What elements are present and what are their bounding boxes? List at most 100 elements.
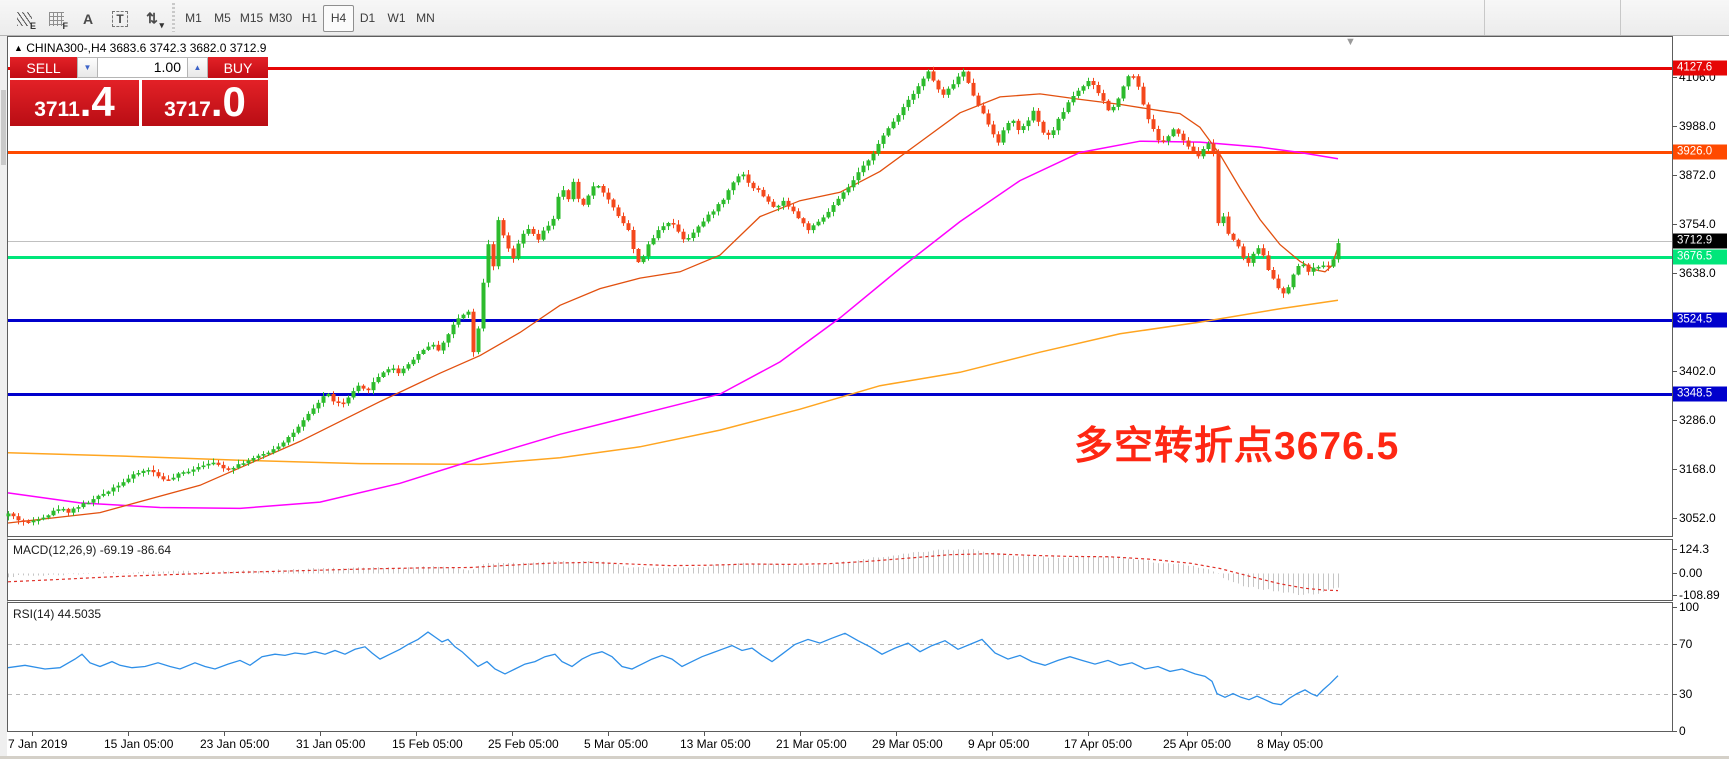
axis-tick-mark — [1672, 371, 1677, 372]
price-badge-3348.5: 3348.5 — [1673, 386, 1727, 402]
date-label[interactable]: 25 Feb 05:00 — [488, 737, 559, 751]
rsi-line — [7, 631, 1339, 706]
ma-fast-line — [7, 93, 1339, 524]
chart-symbol-header[interactable]: ▲ CHINA300-,H4 3683.6 3742.3 3682.0 3712… — [14, 41, 266, 55]
date-tick-mark — [1187, 732, 1188, 736]
date-tick-mark — [224, 732, 225, 736]
price-badge-3712.9: 3712.9 — [1673, 233, 1727, 249]
date-tick-mark — [32, 732, 33, 736]
sell-button[interactable]: SELL — [10, 57, 77, 78]
symbol-title: CHINA300-,H4 — [26, 41, 107, 55]
axis-tick-mark — [1672, 420, 1677, 421]
sell-price-display[interactable]: 3711 .4 — [10, 80, 139, 126]
date-label[interactable]: 13 Mar 05:00 — [680, 737, 751, 751]
date-label[interactable]: 23 Jan 05:00 — [200, 737, 270, 751]
collapse-triangle-icon[interactable]: ▲ — [14, 43, 23, 53]
date-label[interactable]: 15 Feb 05:00 — [392, 737, 463, 751]
text-label-icon[interactable]: A — [82, 10, 94, 27]
fibonacci-f-icon-sub: F — [62, 21, 69, 31]
axis-tick-label: 0.00 — [1679, 566, 1703, 580]
buy-price-frac: .0 — [210, 78, 246, 125]
symbol-ohlc-values: 3683.6 3742.3 3682.0 3712.9 — [109, 41, 267, 55]
price-badge-4127.6: 4127.6 — [1673, 60, 1727, 76]
axis-tick-mark — [1672, 694, 1677, 695]
arrange-arrows-icon[interactable]: ⇅ ▾ — [146, 10, 164, 30]
axis-tick-label: 124.3 — [1679, 542, 1710, 556]
axis-tick-mark — [1672, 224, 1677, 225]
timeframe-button-m5[interactable]: M5 — [214, 11, 231, 25]
toolbar-divider — [1620, 0, 1621, 35]
date-label[interactable]: 9 Apr 05:00 — [968, 737, 1030, 751]
fibonacci-f-icon[interactable]: F — [42, 5, 70, 32]
date-label[interactable]: 8 May 05:00 — [1257, 737, 1324, 751]
left-scrollbar-thumb[interactable] — [1, 90, 6, 165]
date-label[interactable]: 17 Apr 05:00 — [1064, 737, 1133, 751]
axis-tick-mark — [1672, 731, 1677, 732]
price-badge-3524.5: 3524.5 — [1673, 312, 1727, 328]
buy-price-display[interactable]: 3717 .0 — [142, 80, 268, 126]
axis-tick-label: 100 — [1679, 600, 1700, 614]
timeframe-button-h1[interactable]: H1 — [301, 11, 318, 25]
text-box-icon[interactable]: T — [106, 5, 134, 32]
macd-label: MACD(12,26,9) -69.19 -86.64 — [13, 543, 172, 557]
axis-tick-label: 3402.0 — [1679, 364, 1716, 378]
price-badge-3676.5: 3676.5 — [1673, 249, 1727, 265]
axis-tick-label: 3052.0 — [1679, 511, 1716, 525]
rsi-label: RSI(14) 44.5035 — [13, 607, 102, 621]
axis-tick-label: 70 — [1679, 637, 1693, 651]
timeframe-button-h4[interactable]: H4 — [323, 5, 354, 32]
date-label[interactable]: 29 Mar 05:00 — [872, 737, 943, 751]
timeframe-button-m15[interactable]: M15 — [239, 11, 264, 25]
date-tick-mark — [320, 732, 321, 736]
buy-button[interactable]: BUY — [208, 57, 268, 78]
sell-price-frac: .4 — [79, 78, 115, 125]
volume-increase-button[interactable]: ▲ — [187, 57, 208, 78]
rsi-plot — [7, 631, 1672, 706]
axis-tick-label: 3872.0 — [1679, 168, 1716, 182]
date-tick-mark — [704, 732, 705, 736]
axis-tick-label: 3168.0 — [1679, 462, 1716, 476]
macd-signal-line — [7, 553, 1339, 592]
axis-tick-label: 3754.0 — [1679, 217, 1716, 231]
date-tick-mark — [416, 732, 417, 736]
axis-tick-label: 3286.0 — [1679, 413, 1716, 427]
macd-plot — [7, 549, 1339, 595]
axis-tick-mark — [1672, 273, 1677, 274]
volume-decrease-button[interactable]: ▼ — [77, 57, 98, 78]
timeframe-button-mn[interactable]: MN — [416, 11, 435, 25]
date-label[interactable]: 7 Jan 2019 — [8, 737, 68, 751]
axis-tick-mark — [1672, 595, 1677, 596]
rsi-panel[interactable] — [7, 602, 1673, 732]
date-label[interactable]: 15 Jan 05:00 — [104, 737, 174, 751]
macd-panel[interactable] — [7, 539, 1673, 601]
date-label[interactable]: 5 Mar 05:00 — [584, 737, 649, 751]
timeframe-button-m30[interactable]: M30 — [268, 11, 293, 25]
axis-tick-mark — [1672, 175, 1677, 176]
volume-input[interactable]: 1.00 — [98, 57, 187, 78]
axis-tick-label: 30 — [1679, 687, 1693, 701]
chart-shift-marker-icon[interactable]: ▼ — [1345, 36, 1356, 48]
pivot-point-annotation: 多空转折点3676.5 — [1074, 425, 1400, 468]
date-label[interactable]: 21 Mar 05:00 — [776, 737, 847, 751]
main-chart-panel[interactable] — [7, 36, 1673, 537]
axis-tick-mark — [1672, 607, 1677, 608]
axis-tick-mark — [1672, 126, 1677, 127]
one-click-trading-panel: SELL ▼ 1.00 ▲ BUY 3711 .4 3717 .0 — [10, 57, 268, 126]
timeframe-button-w1[interactable]: W1 — [387, 11, 406, 25]
top-toolbar: E F A T ⇅ ▾ M1 M5 M15 M30 H1 H4 D1 W1 MN — [0, 0, 1729, 36]
axis-tick-label: -108.89 — [1679, 588, 1720, 602]
date-tick-mark — [992, 732, 993, 736]
date-label[interactable]: 25 Apr 05:00 — [1163, 737, 1232, 751]
axis-tick-mark — [1672, 573, 1677, 574]
axis-tick-mark — [1672, 518, 1677, 519]
draw-lines-e-icon[interactable]: E — [10, 5, 38, 32]
date-tick-mark — [1281, 732, 1282, 736]
draw-lines-e-icon-sub: E — [29, 21, 36, 31]
timeframe-button-m1[interactable]: M1 — [185, 11, 202, 25]
timeframe-button-d1[interactable]: D1 — [359, 11, 376, 25]
date-label[interactable]: 31 Jan 05:00 — [296, 737, 366, 751]
axis-tick-mark — [1672, 77, 1677, 78]
axis-tick-label: 0 — [1679, 724, 1686, 738]
candlestick-plot — [6, 66, 1672, 526]
